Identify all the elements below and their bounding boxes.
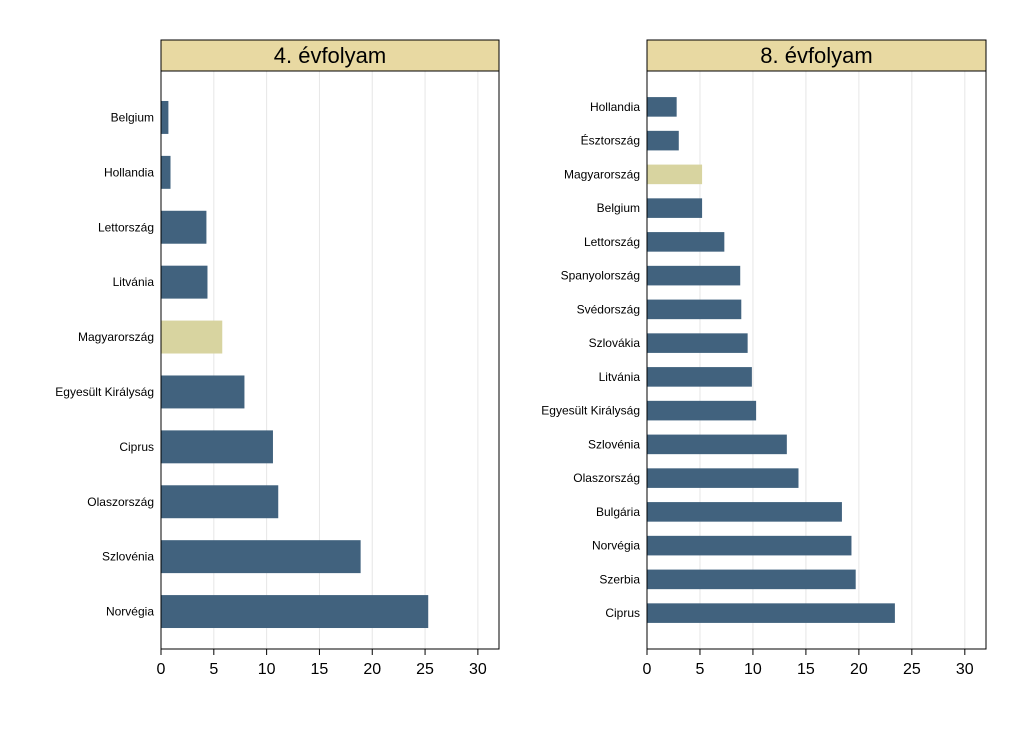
category-label: Egyesült Királyság (55, 385, 154, 399)
chart-panel-1: Belgium Hollandia Lettország Litvánia Magyar… (55, 39, 500, 678)
category-label: Spanyolország (561, 269, 640, 283)
x-tick-label: 5 (209, 661, 218, 678)
panel-title-strip (646, 39, 987, 72)
category-label: Litvánia (599, 370, 641, 384)
category-label: Észtország (581, 133, 640, 148)
x-tick-label: 10 (258, 661, 276, 678)
category-label: Magyarország (564, 167, 640, 181)
x-tick-label: 15 (797, 661, 815, 678)
x-tick-label: 5 (696, 661, 705, 678)
bar-szlovákia (647, 333, 748, 353)
bar-belgium (647, 198, 703, 218)
category-label: Norvégia (592, 539, 640, 553)
category-label: Szlovákia (589, 336, 641, 350)
bar-norvégia (647, 535, 852, 556)
bar-lettország (647, 232, 725, 252)
bar-spanyolország (647, 265, 741, 286)
category-label: Ciprus (605, 606, 640, 620)
x-tick-label: 25 (903, 661, 921, 678)
bar-magyarország (647, 164, 703, 185)
category-label: Szlovénia (102, 550, 154, 564)
bar-litvánia (161, 265, 208, 299)
bar-szerbia (647, 569, 856, 590)
bar-bulgária (647, 502, 842, 522)
bar-egyesült-királyság (647, 400, 757, 421)
category-label: Lettország (98, 220, 154, 234)
bar-hollandia (647, 97, 677, 117)
bar-lettország (161, 210, 207, 244)
x-tick-label: 25 (416, 661, 434, 678)
bar-norvégia (161, 595, 429, 629)
category-label: Svédország (577, 302, 640, 316)
panel-title-strip (160, 39, 500, 72)
category-label: Hollandia (590, 100, 640, 114)
x-tick-label: 20 (363, 661, 381, 678)
x-tick-label: 15 (311, 661, 329, 678)
category-label: Szlovénia (588, 437, 640, 451)
bar-litvánia (647, 367, 752, 387)
category-label: Bulgária (596, 505, 640, 519)
category-label: Ciprus (119, 440, 154, 454)
bar-magyarország (161, 320, 223, 354)
x-tick-label: 0 (643, 661, 652, 678)
x-tick-label: 0 (157, 661, 166, 678)
bar-hollandia (161, 155, 171, 189)
panel-title: 8. évfolyam (760, 43, 873, 68)
x-tick-label: 20 (850, 661, 868, 678)
bar-olaszország (647, 468, 799, 488)
chart-panel-2: Hollandia Észtország Magyarország Belgium Le… (541, 39, 987, 678)
x-tick-label: 30 (469, 661, 487, 678)
bar-szlovénia (161, 540, 361, 574)
category-label: Norvégia (106, 605, 154, 619)
category-label: Litvánia (113, 275, 155, 289)
bar-svédország (647, 299, 742, 320)
panel-title: 4. évfolyam (274, 43, 387, 68)
category-label: Belgium (597, 201, 640, 215)
category-label: Olaszország (573, 471, 640, 485)
category-label: Olaszország (87, 495, 154, 509)
bar-belgium (161, 100, 169, 134)
category-label: Lettország (584, 235, 640, 249)
category-label: Magyarország (78, 330, 154, 344)
category-label: Egyesült Királyság (541, 404, 640, 418)
category-label: Belgium (111, 110, 154, 124)
bar-olaszország (161, 485, 279, 519)
bar-ciprus (647, 603, 895, 623)
bar-észtország (647, 130, 679, 151)
plot-frame (646, 70, 987, 650)
category-label: Hollandia (104, 165, 154, 179)
bar-egyesült-királyság (161, 375, 245, 409)
x-tick-label: 30 (956, 661, 974, 678)
x-tick-label: 10 (744, 661, 762, 678)
bar-ciprus (161, 430, 273, 464)
category-label: Szerbia (599, 572, 640, 586)
bar-szlovénia (647, 434, 787, 455)
